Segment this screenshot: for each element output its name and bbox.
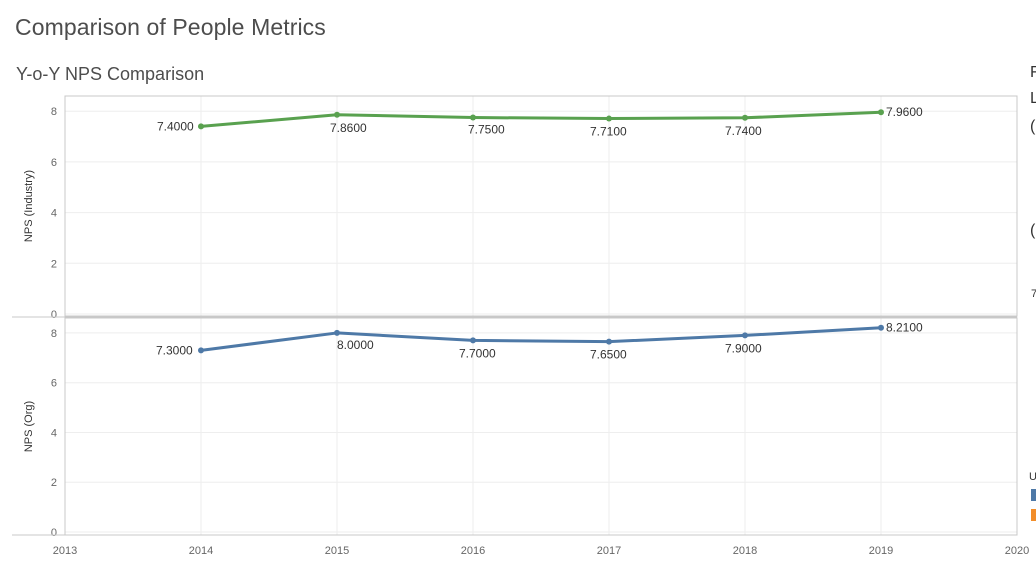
series-line-1 <box>200 326 882 352</box>
y-tick-label: 6 <box>51 157 57 169</box>
data-point-0-2 <box>470 114 476 121</box>
x-tick-label-2014: 2014 <box>189 545 213 557</box>
data-label-0-4: 7.7400 <box>725 124 762 138</box>
x-tick-label-2016: 2016 <box>461 545 485 557</box>
x-tick-label-2020: 2020 <box>1005 545 1029 557</box>
y-tick-label: 4 <box>51 208 57 220</box>
data-point-1-0 <box>198 347 204 354</box>
data-point-0-3 <box>606 115 612 122</box>
data-label-0-3: 7.7100 <box>590 125 627 139</box>
right-clipped-text-2: L <box>1030 90 1036 107</box>
y-axis-title-0: NPS (Industry) <box>23 170 35 242</box>
data-point-0-5 <box>878 109 884 116</box>
y-tick-label: 8 <box>51 328 57 340</box>
right-legend-title: U <box>1029 471 1036 483</box>
chart-subtitle: Y-o-Y NPS Comparison <box>16 64 205 84</box>
data-point-0-1 <box>334 111 340 118</box>
data-label-0-5: 7.9600 <box>886 105 923 119</box>
right-clipped-text-3: ( <box>1030 118 1036 135</box>
legend-swatch-orange[interactable] <box>1031 509 1036 521</box>
data-label-0-0: 7.4000 <box>157 119 194 133</box>
data-label-1-0: 7.3000 <box>156 343 193 357</box>
x-tick-label-2017: 2017 <box>597 545 621 557</box>
y-tick-label: 2 <box>51 477 57 489</box>
data-point-0-0 <box>198 123 204 130</box>
data-label-1-5: 8.2100 <box>886 321 923 335</box>
data-point-1-4 <box>742 332 748 339</box>
right-clipped-text-5: 7 <box>1031 288 1036 300</box>
x-tick-label-2015: 2015 <box>325 545 349 557</box>
y-tick-label: 6 <box>51 378 57 390</box>
data-label-1-1: 8.0000 <box>337 338 374 352</box>
y-tick-label: 4 <box>51 427 57 439</box>
y-tick-label: 0 <box>51 527 57 539</box>
right-clipped-text-4: ( <box>1030 222 1036 239</box>
x-tick-label-2019: 2019 <box>869 545 893 557</box>
y-tick-label: 2 <box>51 258 57 270</box>
y-tick-label: 8 <box>51 106 57 118</box>
data-label-0-1: 7.8600 <box>330 121 367 135</box>
data-point-1-3 <box>606 338 612 345</box>
data-point-1-2 <box>470 337 476 344</box>
data-point-1-5 <box>878 324 884 331</box>
data-point-0-4 <box>742 114 748 121</box>
y-tick-label: 0 <box>51 309 57 321</box>
data-label-1-3: 7.6500 <box>590 348 627 362</box>
data-label-1-2: 7.7000 <box>459 346 496 360</box>
data-point-1-1 <box>334 329 340 336</box>
legend-swatch-blue[interactable] <box>1031 489 1036 501</box>
data-label-0-2: 7.7500 <box>468 123 505 137</box>
y-axis-title-1: NPS (Org) <box>23 401 35 452</box>
panel-frame-0 <box>64 95 1018 317</box>
data-label-1-4: 7.9000 <box>725 341 762 355</box>
right-clipped-text-1: F <box>1030 64 1036 81</box>
series-line-0 <box>200 110 882 128</box>
page-title: Comparison of People Metrics <box>15 14 326 40</box>
x-tick-label-2013: 2013 <box>53 545 77 557</box>
x-tick-label-2018: 2018 <box>733 545 757 557</box>
